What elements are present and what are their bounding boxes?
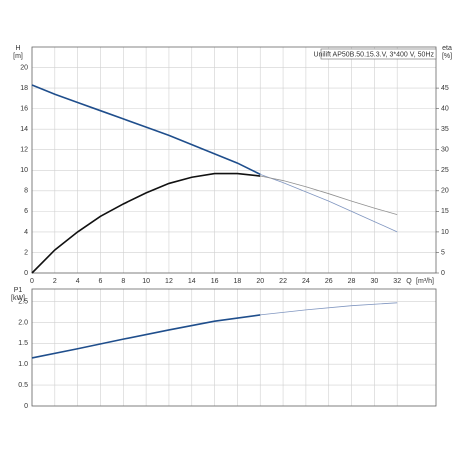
- x-tick-label: 26: [325, 278, 333, 285]
- y2-tick-label: 45: [441, 85, 449, 92]
- y-tick-label: 18: [20, 85, 28, 92]
- x-tick-label: 2: [53, 278, 57, 285]
- y-tick-label: 6: [24, 208, 28, 215]
- y-axis-unit: [m]: [13, 53, 23, 60]
- curve: [260, 175, 398, 216]
- x-axis-unit: [m³/h]: [416, 278, 434, 285]
- curve: [260, 302, 398, 316]
- y2-tick-label: 0: [441, 270, 445, 277]
- x-axis-label: Q: [406, 278, 412, 285]
- y2-tick-label: 15: [441, 208, 449, 215]
- y2-tick-label: 25: [441, 167, 449, 174]
- y2-tick-label: 5: [441, 249, 445, 256]
- y-tick-label: 0.5: [18, 382, 28, 389]
- y-tick-label: 8: [24, 188, 28, 195]
- y-tick-label: 14: [20, 126, 28, 133]
- curve: [31, 84, 261, 176]
- y2-tick-label: 40: [441, 105, 449, 112]
- x-tick-label: 20: [256, 278, 264, 285]
- y-tick-label: 0: [24, 403, 28, 410]
- y-axis-label: H: [15, 45, 20, 52]
- x-tick-label: 8: [121, 278, 125, 285]
- x-tick-label: 0: [30, 278, 34, 285]
- curve: [260, 174, 398, 233]
- y-tick-label: 1.0: [18, 361, 28, 368]
- y2-tick-label: 20: [441, 188, 449, 195]
- curve: [31, 172, 261, 274]
- x-tick-label: 14: [188, 278, 196, 285]
- y-tick-label: 12: [20, 147, 28, 154]
- x-tick-label: 18: [234, 278, 242, 285]
- y-tick-label: 0: [24, 270, 28, 277]
- curve: [31, 314, 261, 359]
- y-tick-label: 20: [20, 64, 28, 71]
- x-tick-label: 16: [211, 278, 219, 285]
- plot-frame: [31, 46, 437, 274]
- y-tick-label: 2: [24, 249, 28, 256]
- x-tick-label: 22: [279, 278, 287, 285]
- x-tick-label: 4: [76, 278, 80, 285]
- y-axis-unit: [kW]: [11, 295, 25, 302]
- y-tick-label: 4: [24, 229, 28, 236]
- x-tick-label: 30: [370, 278, 378, 285]
- y2-axis-label: eta: [442, 45, 452, 52]
- x-tick-label: 24: [302, 278, 310, 285]
- y2-axis-unit: [%]: [442, 53, 452, 60]
- annotation-box: [320, 48, 437, 60]
- y-tick-label: 1.5: [18, 340, 28, 347]
- y-axis-label: P1: [14, 287, 23, 294]
- x-tick-label: 12: [165, 278, 173, 285]
- y2-tick-label: 10: [441, 229, 449, 236]
- y-tick-label: 2.5: [18, 298, 28, 305]
- y2-tick-label: 30: [441, 147, 449, 154]
- annotation: Unilift AP50B.50.15.3.V, 3*400 V, 50Hz: [313, 51, 434, 58]
- y-tick-label: 10: [20, 167, 28, 174]
- y-tick-label: 2.0: [18, 319, 28, 326]
- x-tick-label: 32: [393, 278, 401, 285]
- plot-frame: [31, 288, 437, 407]
- x-tick-label: 10: [142, 278, 150, 285]
- y-tick-label: 16: [20, 105, 28, 112]
- x-tick-label: 6: [99, 278, 103, 285]
- x-tick-label: 28: [348, 278, 356, 285]
- y2-tick-label: 35: [441, 126, 449, 133]
